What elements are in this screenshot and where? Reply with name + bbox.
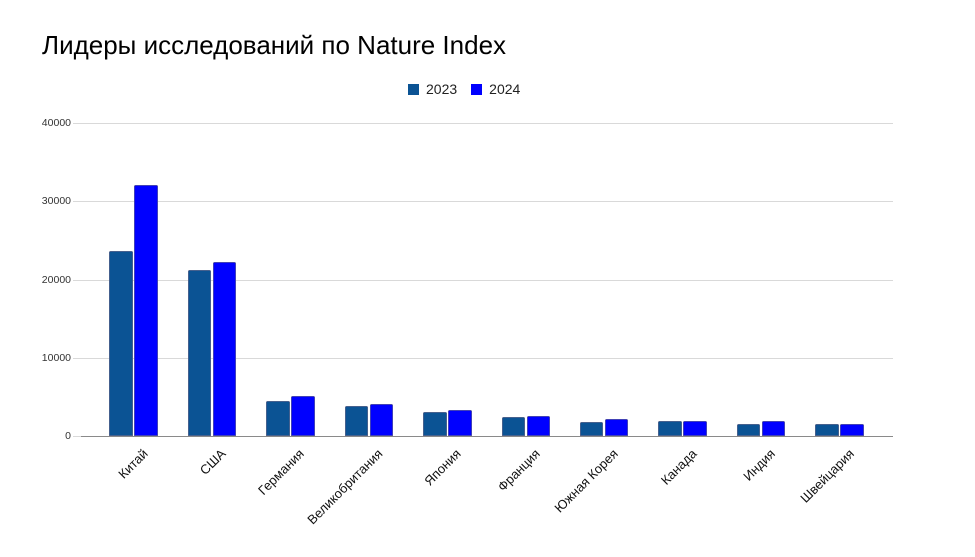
y-tick-mark [73, 357, 81, 359]
gridline [81, 279, 893, 281]
plot-area: 0 10000 20000 30000 40000 Китай США Германия Вел… [42, 117, 893, 527]
bar-2023[interactable] [815, 424, 839, 436]
gridline [81, 357, 893, 359]
y-tick-label: 40000 [41, 117, 71, 129]
legend-label: 2024 [489, 81, 521, 97]
x-axis-line [81, 436, 893, 437]
x-tick-label: Германия [255, 446, 308, 498]
bar-2023[interactable] [344, 406, 369, 436]
y-tick-label: 20000 [41, 273, 71, 286]
bar-2023[interactable] [423, 411, 447, 436]
y-tick-mark [73, 123, 81, 124]
bar-2024[interactable] [604, 419, 629, 436]
legend-item-2023: 2023 [408, 81, 457, 97]
y-tick-label: 10000 [41, 351, 71, 364]
x-tick-label: Индия [740, 446, 779, 484]
x-tick-label: Южная Корея [551, 446, 621, 516]
x-tick-label: Швейцария [796, 446, 857, 506]
x-tick-label: Китай [114, 446, 151, 482]
bar-2024[interactable] [840, 423, 864, 436]
y-tick-label: 30000 [41, 195, 71, 208]
bar-2023[interactable] [658, 420, 682, 436]
x-tick-label: США [196, 446, 229, 478]
bar-2023[interactable] [187, 270, 212, 436]
bar-2024[interactable] [212, 262, 237, 436]
bar-2023[interactable] [579, 422, 604, 436]
bar-2024[interactable] [134, 184, 158, 436]
x-tick-label: Канада [657, 446, 700, 488]
x-tick-label: Франция [494, 446, 543, 495]
y-tick-label: 0 [65, 430, 71, 442]
bar-2024[interactable] [761, 420, 786, 436]
bar-2023[interactable] [109, 251, 133, 436]
y-tick-mark [73, 436, 81, 437]
bar-2024[interactable] [291, 396, 315, 436]
gridline [81, 201, 893, 203]
bar-2024[interactable] [369, 404, 394, 436]
legend-swatch-2023 [408, 83, 419, 95]
gridline [81, 123, 893, 124]
x-tick-label: Великобритания [304, 446, 386, 528]
chart-title: Лидеры исследований по Nature Index [42, 30, 507, 60]
bar-2023[interactable] [736, 424, 761, 436]
legend-swatch-2024 [471, 83, 483, 95]
x-tick-label: Япония [421, 446, 465, 489]
y-tick-mark [73, 279, 81, 281]
bar-2024[interactable] [526, 415, 550, 436]
bar-2023[interactable] [501, 417, 525, 436]
bar-2024[interactable] [448, 410, 472, 436]
bar-2023[interactable] [266, 401, 290, 436]
y-tick-mark [73, 201, 81, 203]
legend-item-2024: 2024 [471, 81, 520, 97]
chart-legend: 2023 2024 [408, 81, 534, 97]
bar-2024[interactable] [683, 420, 707, 436]
legend-label: 2023 [426, 81, 458, 97]
